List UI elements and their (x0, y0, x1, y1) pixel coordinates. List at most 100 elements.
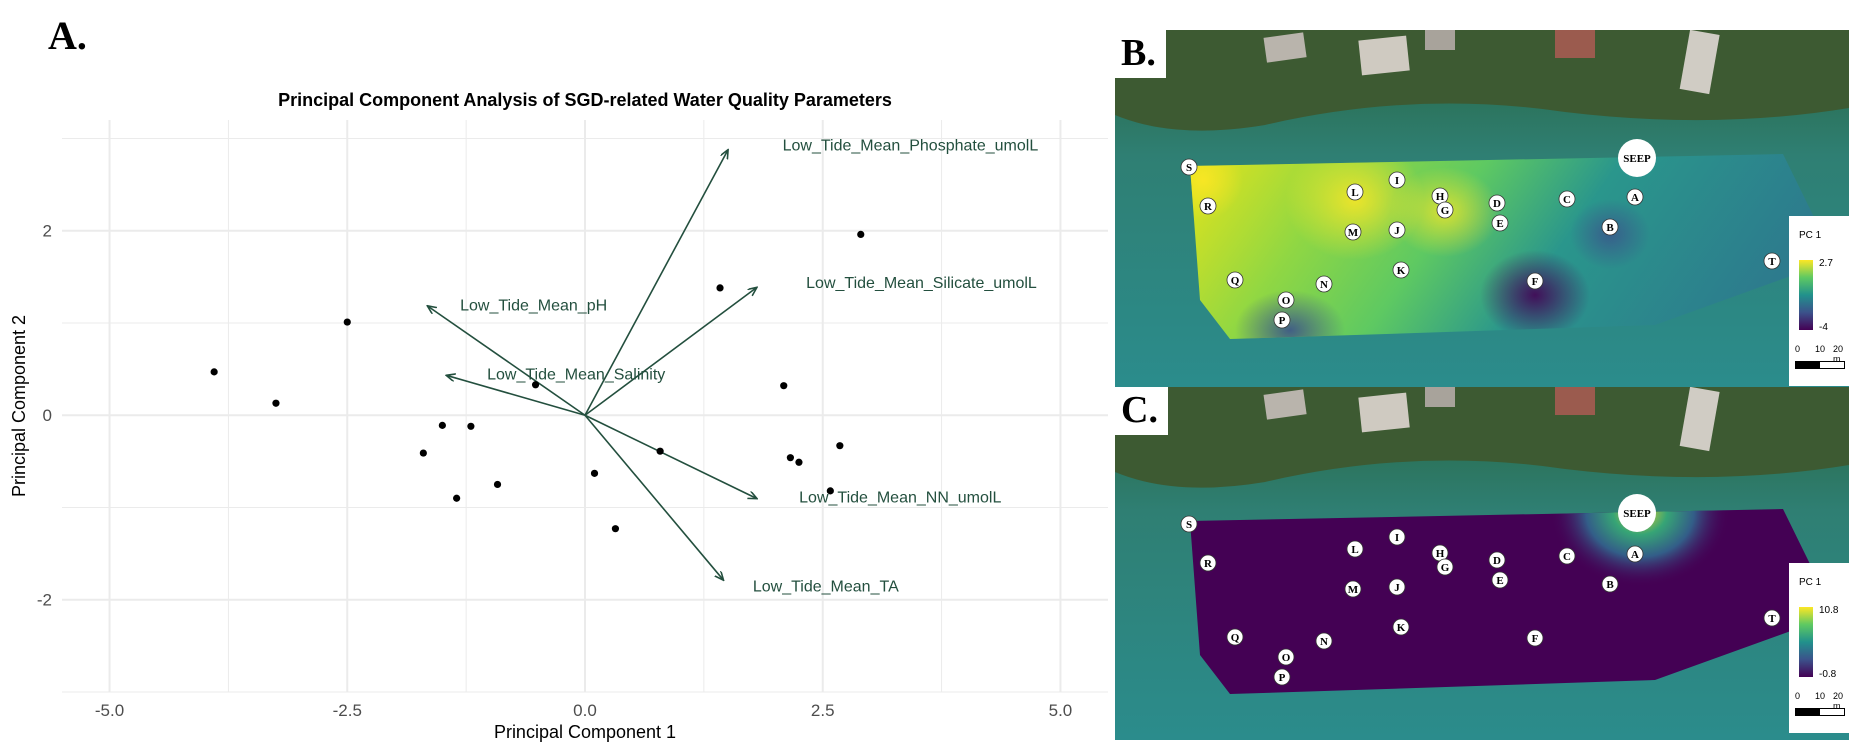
panel-b-label: B. (1115, 30, 1166, 78)
station-label: M (1348, 584, 1359, 596)
loading-label: Low_Tide_Mean_NN_umolL (799, 489, 1001, 506)
station-marker: K (1392, 618, 1410, 636)
station-marker: P (1273, 311, 1291, 329)
loading-arrow (447, 376, 586, 416)
map-b-legend-title: PC 1 (1799, 230, 1822, 241)
data-point (857, 230, 865, 238)
station-marker: Q (1226, 271, 1244, 289)
station-label: M (1348, 227, 1359, 239)
map-panel-b: S R L I H G D E C A B M J K F Q N O P T SEEP B. PC 1 2.7 -4 … (1115, 30, 1849, 387)
station-label: J (1394, 582, 1400, 594)
station-marker: M (1344, 580, 1362, 598)
data-point (272, 399, 280, 407)
station-marker: C (1558, 190, 1576, 208)
station-label: S (1186, 519, 1192, 531)
station-label: A (1631, 192, 1639, 204)
station-marker: S (1180, 158, 1198, 176)
station-label: L (1351, 187, 1358, 199)
y-tick-label: -2 (37, 591, 52, 610)
station-marker: G (1436, 201, 1454, 219)
station-marker: B (1601, 218, 1619, 236)
station-marker: D (1488, 194, 1506, 212)
station-marker: N (1315, 275, 1333, 293)
loading-arrow (584, 150, 728, 416)
station-marker: F (1526, 629, 1544, 647)
station-marker: L (1346, 540, 1364, 558)
data-point (493, 480, 502, 489)
loading-arrow (584, 414, 723, 579)
station-label: E (1496, 575, 1503, 587)
station-label: K (1397, 622, 1406, 634)
data-point (590, 469, 599, 477)
panel-c-label: C. (1115, 387, 1168, 435)
pca-biplot: -5.0 -2.5 0.0 2.5 5.0 2 0 -2 Low_Tide_Mean_Phos… (9, 90, 1108, 742)
map-c-legend-title: PC 1 (1799, 577, 1822, 588)
station-label: C (1563, 194, 1571, 206)
station-marker: K (1392, 261, 1410, 279)
loading-arrow (428, 306, 586, 416)
station-label: F (1532, 276, 1539, 288)
station-marker: T (1763, 609, 1781, 627)
data-point (826, 487, 834, 495)
map-c-scale-20: 20 m (1833, 691, 1844, 711)
x-tick-label: 5.0 (1049, 701, 1073, 720)
data-point (836, 442, 844, 450)
x-tick-label: 0.0 (573, 701, 597, 720)
map-c-legend-min: -0.8 (1819, 669, 1837, 680)
x-tick-label: -2.5 (333, 701, 362, 720)
map-c-image: S R L I HG DE C A B M J K F Q N OP T SEEP (1115, 387, 1849, 740)
station-marker: S (1180, 515, 1198, 533)
station-label: N (1320, 279, 1328, 291)
station-label: E (1496, 218, 1503, 230)
station-label: G (1441, 205, 1450, 217)
map-c-legend-max: 10.8 (1819, 605, 1839, 616)
data-point (611, 525, 620, 533)
station-label: T (1768, 613, 1776, 625)
data-point (780, 382, 788, 390)
map-c-legend: PC 1 10.8 -0.8 0 10 20 m (1789, 563, 1849, 733)
seep-marker: SEEP (1618, 494, 1656, 532)
panel-a-label: A. (48, 13, 87, 58)
station-marker: P (1273, 668, 1291, 686)
station-label: B (1606, 579, 1614, 591)
station-label: P (1279, 315, 1286, 327)
data-point (716, 284, 724, 292)
data-point (467, 422, 475, 430)
station-label: D (1493, 198, 1501, 210)
station-marker: C (1558, 547, 1576, 565)
station-marker: H (1431, 187, 1449, 205)
station-label: F (1532, 633, 1539, 645)
map-b-legend-min: -4 (1819, 322, 1828, 333)
station-marker: E (1491, 214, 1509, 232)
station-label: K (1397, 265, 1406, 277)
loading-label: Low_Tide_Mean_Salinity (487, 367, 665, 384)
station-marker: D (1488, 551, 1506, 569)
station-marker: I (1388, 171, 1406, 189)
x-tick-label: -5.0 (95, 701, 124, 720)
station-marker: F (1526, 272, 1544, 290)
y-axis-label: Principal Component 2 (9, 315, 29, 497)
station-label: Q (1231, 632, 1240, 644)
station-marker: T (1763, 252, 1781, 270)
data-point (438, 421, 446, 429)
loading-label: Low_Tide_Mean_Silicate_umolL (806, 275, 1037, 292)
data-point (531, 381, 540, 389)
data-point (343, 318, 351, 326)
station-marker: Q (1226, 628, 1244, 646)
station-label: C (1563, 551, 1571, 563)
station-label: R (1204, 201, 1213, 213)
station-label: B (1606, 222, 1614, 234)
station-label: H (1436, 191, 1445, 203)
station-label: I (1395, 175, 1399, 187)
station-marker: B (1601, 575, 1619, 593)
map-c-scale-bar (1795, 708, 1845, 716)
station-label: N (1320, 636, 1328, 648)
map-b-image: S R L I HG DE C A B M J K F Q N OP T SEEP (1115, 30, 1849, 387)
loading-arrow (584, 288, 756, 416)
y-tick-label: 0 (43, 406, 52, 425)
map-b-scale-0: 0 (1795, 344, 1801, 354)
station-label: J (1394, 225, 1400, 237)
loading-label: Low_Tide_Mean_TA (753, 578, 899, 595)
data-point (656, 447, 664, 455)
station-label: H (1436, 548, 1445, 560)
